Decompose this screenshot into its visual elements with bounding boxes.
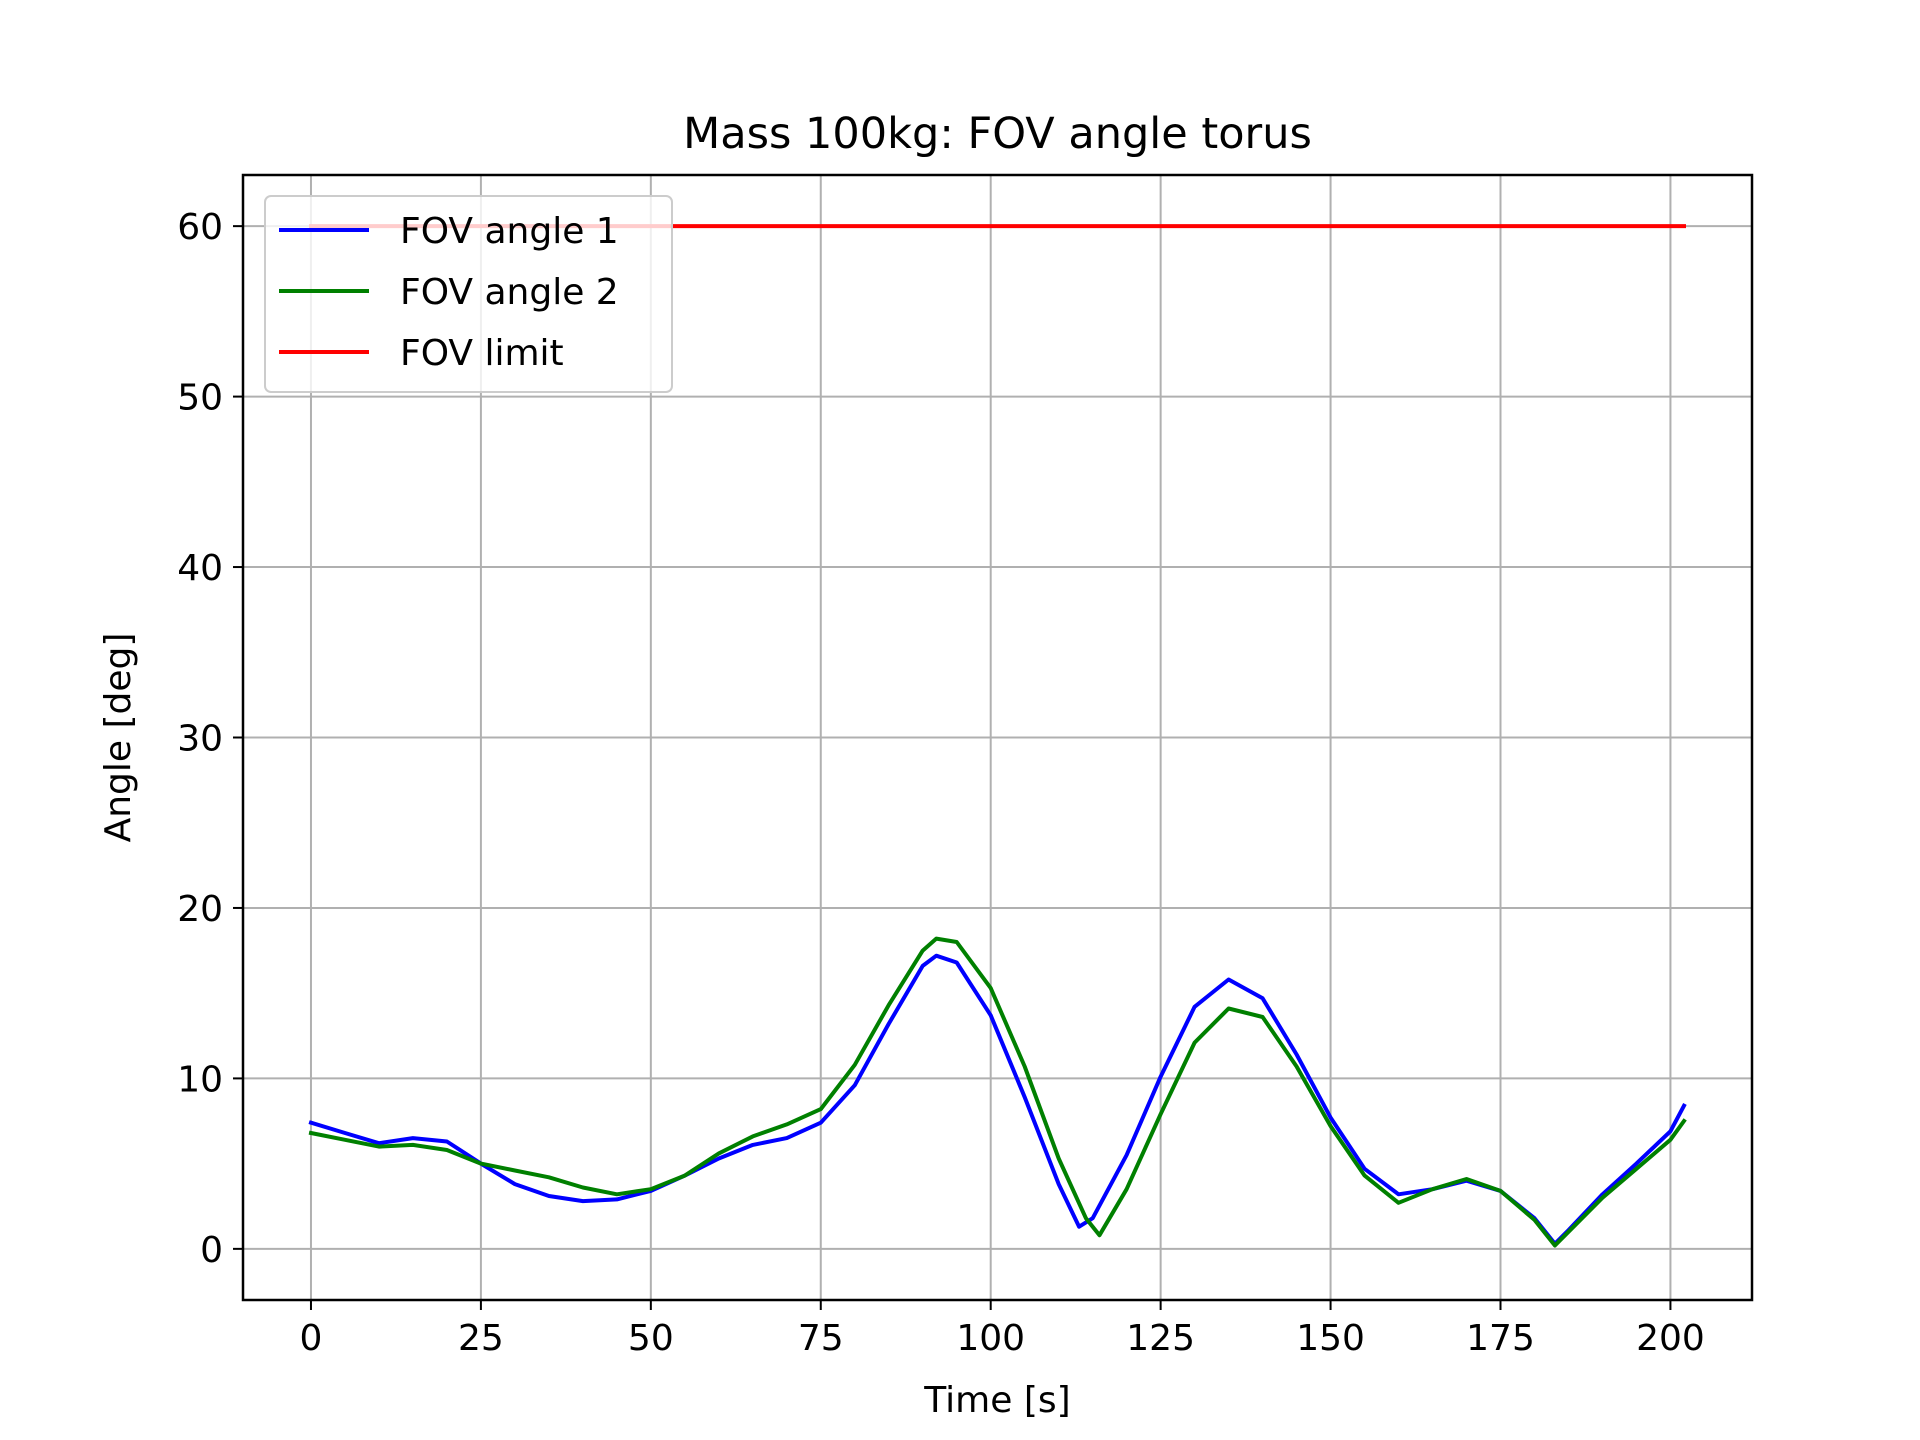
y-axis-ticks: 0 10 20 30 40 50 60 (177, 207, 243, 1271)
legend-box (264, 195, 673, 393)
x-tick-label: 25 (458, 1318, 504, 1359)
x-tick-label: 0 (300, 1318, 323, 1359)
series-line-2 (308, 936, 1687, 1248)
x-tick-label: 175 (1466, 1318, 1535, 1359)
legend-label: FOV angle 1 (400, 211, 619, 252)
chart-title: Mass 100kg: FOV angle torus (683, 109, 1312, 159)
y-tick-label: 10 (177, 1059, 223, 1100)
y-tick-label: 60 (177, 207, 223, 248)
x-axis-label: Time [s] (923, 1380, 1070, 1421)
legend: FOV angle 1 FOV angle 2 FOV limit (264, 195, 673, 393)
y-tick-label: 40 (177, 548, 223, 589)
y-tick-label: 30 (177, 719, 223, 760)
x-tick-label: 100 (956, 1318, 1025, 1359)
y-tick-label: 50 (177, 378, 223, 419)
y-tick-label: 20 (177, 889, 223, 930)
y-tick-label: 0 (200, 1230, 223, 1271)
y-axis-label: Angle [deg] (98, 633, 139, 843)
grid (243, 175, 1752, 1300)
x-axis-ticks: 0 25 50 75 100 125 150 175 200 (300, 1300, 1705, 1359)
x-tick-label: 50 (628, 1318, 674, 1359)
x-tick-label: 150 (1296, 1318, 1365, 1359)
legend-label: FOV limit (400, 333, 564, 374)
legend-label: FOV angle 2 (400, 272, 619, 313)
x-tick-label: 125 (1126, 1318, 1195, 1359)
x-tick-label: 200 (1636, 1318, 1705, 1359)
x-tick-label: 75 (798, 1318, 844, 1359)
